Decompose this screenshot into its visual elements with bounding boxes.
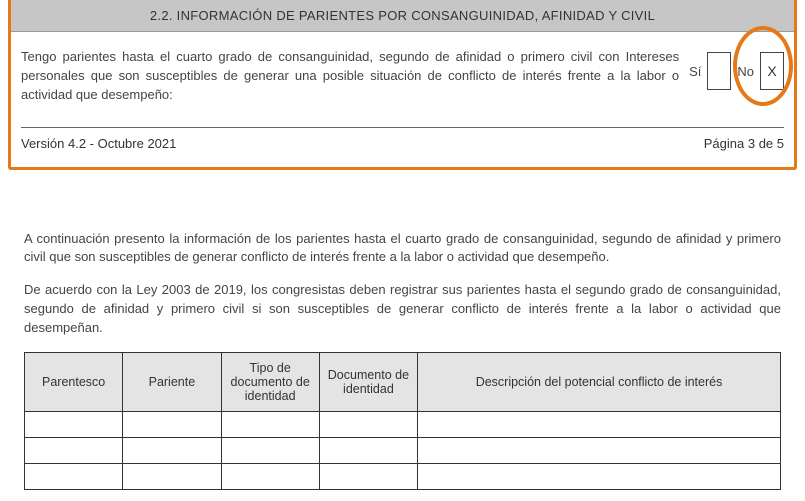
footer-row: Versión 4.2 - Octubre 2021 Página 3 de 5 [21, 127, 784, 151]
no-label: No [737, 64, 754, 79]
table-row [25, 411, 781, 437]
cell[interactable] [123, 437, 221, 463]
table-body [25, 411, 781, 489]
cell[interactable] [319, 437, 417, 463]
th-tipo-doc: Tipo de documento de identidad [221, 352, 319, 411]
paragraph-1: A continuación presento la información d… [24, 230, 781, 268]
cell[interactable] [221, 463, 319, 489]
answer-group: Sí No X [689, 48, 784, 90]
si-label: Sí [689, 64, 701, 79]
page-label: Página 3 de 5 [704, 136, 784, 151]
highlighted-section: 2.2. INFORMACIÓN DE PARIENTES POR CONSAN… [8, 0, 797, 170]
cell[interactable] [319, 463, 417, 489]
si-checkbox[interactable] [707, 52, 731, 90]
th-parentesco: Parentesco [25, 352, 123, 411]
section-header: 2.2. INFORMACIÓN DE PARIENTES POR CONSAN… [11, 0, 794, 32]
paragraph-2: De acuerdo con la Ley 2003 de 2019, los … [24, 281, 781, 338]
table-row [25, 437, 781, 463]
question-text: Tengo parientes hasta el cuarto grado de… [21, 48, 679, 105]
cell[interactable] [221, 437, 319, 463]
cell[interactable] [418, 437, 781, 463]
lower-section: A continuación presento la información d… [0, 230, 805, 490]
question-row: Tengo parientes hasta el cuarto grado de… [11, 32, 794, 127]
cell[interactable] [418, 411, 781, 437]
cell[interactable] [418, 463, 781, 489]
table-row [25, 463, 781, 489]
th-descripcion: Descripción del potencial conflicto de i… [418, 352, 781, 411]
version-label: Versión 4.2 - Octubre 2021 [21, 136, 176, 151]
cell[interactable] [123, 463, 221, 489]
relatives-table: Parentesco Pariente Tipo de documento de… [24, 352, 781, 490]
cell[interactable] [221, 411, 319, 437]
cell[interactable] [25, 463, 123, 489]
cell[interactable] [319, 411, 417, 437]
cell[interactable] [25, 437, 123, 463]
section-gap [0, 170, 805, 230]
th-pariente: Pariente [123, 352, 221, 411]
table-header-row: Parentesco Pariente Tipo de documento de… [25, 352, 781, 411]
cell[interactable] [123, 411, 221, 437]
th-documento: Documento de identidad [319, 352, 417, 411]
cell[interactable] [25, 411, 123, 437]
no-checkbox[interactable]: X [760, 52, 784, 90]
